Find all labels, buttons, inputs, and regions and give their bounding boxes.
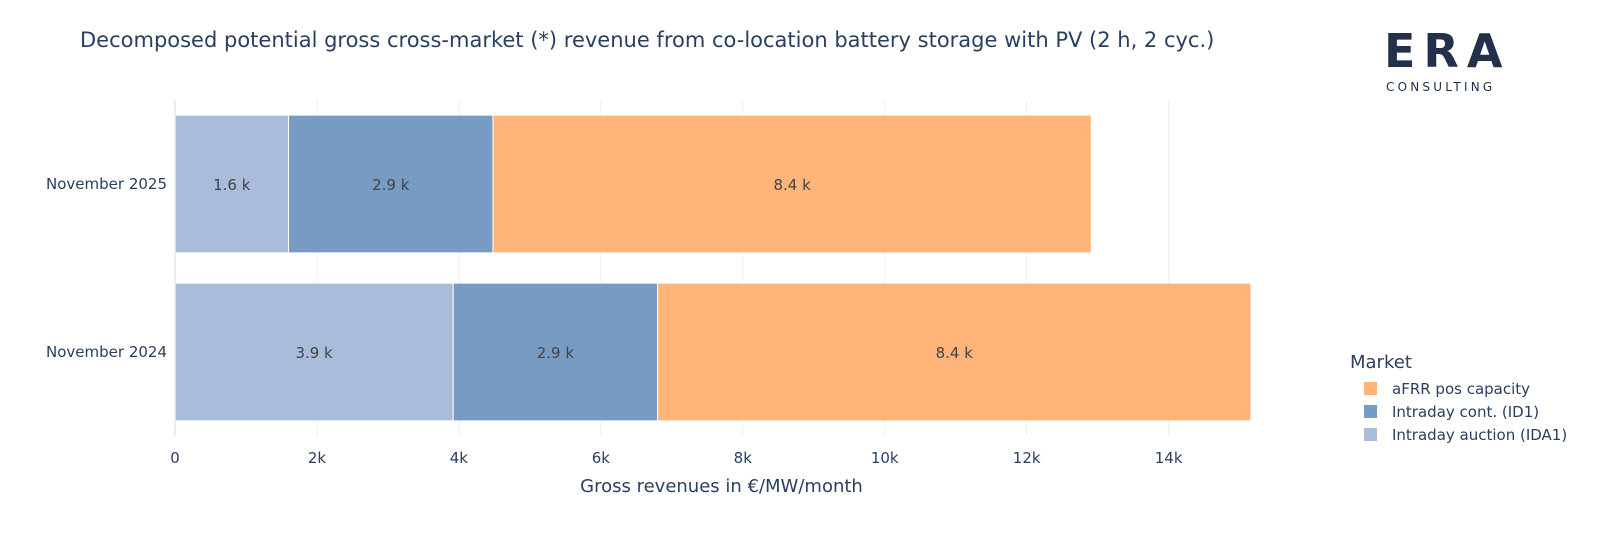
legend-swatch bbox=[1364, 382, 1377, 395]
x-tick-label: 12k bbox=[1013, 449, 1041, 467]
legend-label: aFRR pos capacity bbox=[1392, 379, 1531, 398]
logo-word: ERA bbox=[1384, 24, 1511, 78]
bar-data-label: 8.4 k bbox=[936, 344, 974, 362]
bar-data-label: 2.9 k bbox=[372, 176, 410, 194]
y-category-label: November 2025 bbox=[46, 175, 167, 193]
x-tick-label: 10k bbox=[871, 449, 899, 467]
x-tick-label: 0 bbox=[170, 449, 180, 467]
chart-title: Decomposed potential gross cross-market … bbox=[80, 28, 1215, 52]
x-tick-label: 8k bbox=[734, 449, 753, 467]
x-tick-label: 2k bbox=[308, 449, 327, 467]
bar-segment bbox=[288, 114, 494, 254]
legend-items: aFRR pos capacity Intraday cont. (ID1) Int… bbox=[1350, 377, 1567, 446]
logo-subtitle: CONSULTING bbox=[1386, 80, 1496, 94]
bar-segment bbox=[174, 114, 290, 254]
legend-item[interactable]: Intraday auction (IDA1) bbox=[1350, 423, 1567, 446]
legend-item[interactable]: Intraday cont. (ID1) bbox=[1350, 400, 1567, 423]
legend-label: Intraday auction (IDA1) bbox=[1392, 425, 1568, 444]
x-tick-label: 4k bbox=[450, 449, 469, 467]
bar-segment bbox=[452, 282, 659, 422]
legend-title: Market bbox=[1350, 352, 1412, 373]
bar-segment bbox=[657, 282, 1252, 422]
legend: Market aFRR pos capacity Intraday cont. (… bbox=[1350, 352, 1567, 446]
x-axis-label: Gross revenues in €/MW/month bbox=[580, 476, 863, 497]
bar-data-label: 8.4 k bbox=[773, 176, 811, 194]
legend-label: Intraday cont. (ID1) bbox=[1392, 402, 1540, 421]
x-tick-label: 14k bbox=[1155, 449, 1183, 467]
legend-item[interactable]: aFRR pos capacity bbox=[1350, 377, 1567, 400]
legend-swatch bbox=[1364, 428, 1377, 441]
bar-data-label: 3.9 k bbox=[295, 344, 333, 362]
legend-swatch bbox=[1364, 405, 1377, 418]
bar-segment bbox=[492, 114, 1092, 254]
x-tick-label: 6k bbox=[592, 449, 611, 467]
bar-segment bbox=[174, 282, 454, 422]
era-consulting-logo: ERA CONSULTING bbox=[1384, 28, 1504, 96]
bar-data-label: 2.9 k bbox=[537, 344, 575, 362]
bar-data-label: 1.6 k bbox=[213, 176, 251, 194]
y-category-label: November 2024 bbox=[46, 343, 167, 361]
